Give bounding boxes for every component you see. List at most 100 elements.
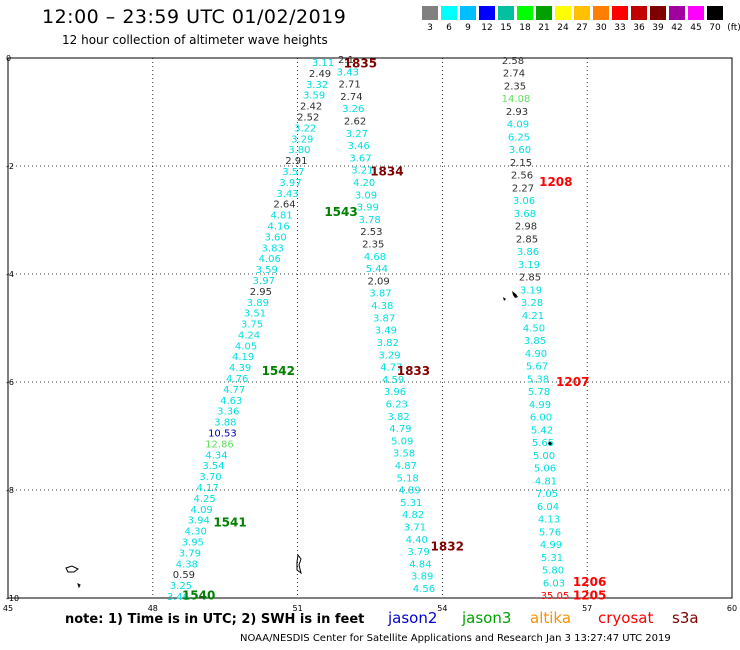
wave-height-label: 3.58 xyxy=(393,449,415,460)
wave-height-label: 4.38 xyxy=(176,559,198,570)
wave-height-label: 3.89 xyxy=(247,298,269,309)
wave-height-label: 4.40 xyxy=(406,535,428,546)
wave-height-label: 3.85 xyxy=(524,336,546,347)
wave-height-label: 4.81 xyxy=(270,211,292,222)
legend-level-label: 45 xyxy=(690,23,702,33)
wave-height-label: 2.95 xyxy=(250,287,272,298)
legend-level-label: 36 xyxy=(633,23,645,33)
wave-height-label: 4.21 xyxy=(522,311,544,322)
pass-time-label: 1834 xyxy=(370,164,403,178)
wave-height-label: 3.43 xyxy=(276,189,298,200)
wave-height-label: 4.24 xyxy=(238,330,260,341)
wave-height-label: 4.19 xyxy=(232,352,254,363)
wave-height-label: 3.87 xyxy=(369,289,391,300)
wave-height-label: 2.71 xyxy=(338,80,360,91)
wave-height-label: 4.99 xyxy=(540,540,562,551)
legend-level-label: 27 xyxy=(576,23,588,33)
pass-time-label: 1205 xyxy=(573,588,606,602)
wave-height-label: 2.74 xyxy=(340,92,362,103)
wave-height-label: 3.70 xyxy=(199,472,221,483)
island-shape xyxy=(503,291,518,301)
wave-height-label: 3.97 xyxy=(253,276,275,287)
y-tick-label: -4 xyxy=(6,270,14,279)
wave-height-label: 4.81 xyxy=(535,476,557,487)
legend-level-label: 21 xyxy=(538,23,550,33)
wave-height-label: 3.59 xyxy=(256,265,278,276)
wave-height-label: 5.80 xyxy=(542,566,564,577)
wave-height-label: 3.25 xyxy=(170,581,192,592)
legend-swatch xyxy=(593,6,609,20)
wave-height-label: 3.60 xyxy=(265,232,287,243)
legend-level-label: 3 xyxy=(427,23,433,33)
wave-height-label: 3.57 xyxy=(282,167,304,178)
wave-height-label: 4.17 xyxy=(196,483,218,494)
wave-height-label: 4.25 xyxy=(193,494,215,505)
wave-height-label: 5.42 xyxy=(531,425,553,436)
wave-height-label: 5.76 xyxy=(539,527,561,538)
legend-level-label: 33 xyxy=(614,23,626,33)
wave-height-label: 3.83 xyxy=(262,243,284,254)
satellite-jason2-label: jason2 xyxy=(388,609,438,627)
wave-height-label: 3.29 xyxy=(378,350,400,361)
wave-height-label: 2.35 xyxy=(504,81,526,92)
wave-height-label: 12.86 xyxy=(205,439,234,450)
wave-height-label: 5.18 xyxy=(397,473,419,484)
wave-height-label: 4.05 xyxy=(235,341,257,352)
y-tick-label: -8 xyxy=(6,486,14,495)
wave-height-label: 2.1 xyxy=(338,55,354,66)
wave-height-label: 2.49 xyxy=(309,69,331,80)
x-tick-label: 60 xyxy=(727,604,737,613)
wave-height-label: 3.71 xyxy=(404,522,426,533)
wave-height-label: 10.53 xyxy=(208,429,237,440)
map-subtitle: 12 hour collection of altimeter wave hei… xyxy=(62,33,328,47)
legend-level-label: 39 xyxy=(652,23,664,33)
wave-height-label: 3.99 xyxy=(357,203,379,214)
wave-height-label: 4.77 xyxy=(380,363,402,374)
wave-height-label: 4.16 xyxy=(267,221,289,232)
wave-height-label: 5.31 xyxy=(400,498,422,509)
wave-height-label: 3.59 xyxy=(303,91,325,102)
wave-height-label: 6.25 xyxy=(508,132,530,143)
wave-height-label: 2.93 xyxy=(506,107,528,118)
wave-height-label: 7.05 xyxy=(536,489,558,500)
legend-level-label: 6 xyxy=(446,23,452,33)
satellite-jason3-label: jason3 xyxy=(462,609,512,627)
legend-level-label: 42 xyxy=(671,23,683,33)
legend-swatch xyxy=(574,6,590,20)
legend-level-label: 30 xyxy=(595,23,607,33)
wave-height-label: 3.97 xyxy=(279,178,301,189)
legend-swatch xyxy=(650,6,666,20)
legend-swatch xyxy=(517,6,533,20)
wave-height-label: 2.42 xyxy=(300,102,322,113)
wave-height-label: 4.38 xyxy=(371,301,393,312)
wave-height-label: 2.62 xyxy=(344,117,366,128)
wave-height-label: 4.84 xyxy=(409,559,431,570)
wave-height-label: 3.43 xyxy=(337,67,359,78)
wave-height-label: 3.06 xyxy=(513,196,535,207)
wave-height-label: 2.15 xyxy=(510,158,532,169)
pass-time-label: 1833 xyxy=(397,364,430,378)
legend-swatch xyxy=(669,6,685,20)
wave-height-label: 2.98 xyxy=(515,222,537,233)
wave-height-label: 6.00 xyxy=(530,413,552,424)
wave-height-label: 4.09 xyxy=(507,120,529,131)
wave-height-label: 3.68 xyxy=(514,209,536,220)
island-shape xyxy=(296,553,302,575)
wave-height-label: 3.11 xyxy=(312,58,334,69)
legend-swatch xyxy=(498,6,514,20)
pass-time-label: 1541 xyxy=(213,515,246,529)
x-tick-label: 51 xyxy=(293,604,303,613)
wave-height-label: 3.22 xyxy=(294,123,316,134)
wave-height-label: 3.32 xyxy=(306,80,328,91)
wave-height-label: 35.05 xyxy=(541,591,570,602)
island-shape xyxy=(548,441,552,446)
pass-time-label: 1542 xyxy=(262,364,295,378)
legend-level-label: 15 xyxy=(500,23,512,33)
y-tick-label: -10 xyxy=(6,594,19,603)
wave-height-label: 4.34 xyxy=(205,450,227,461)
wave-height-label: 2.85 xyxy=(516,234,538,245)
x-tick-label: 54 xyxy=(437,604,447,613)
wave-height-label: 2.52 xyxy=(297,112,319,123)
legend-swatch xyxy=(631,6,647,20)
wave-height-label: 3.60 xyxy=(509,145,531,156)
